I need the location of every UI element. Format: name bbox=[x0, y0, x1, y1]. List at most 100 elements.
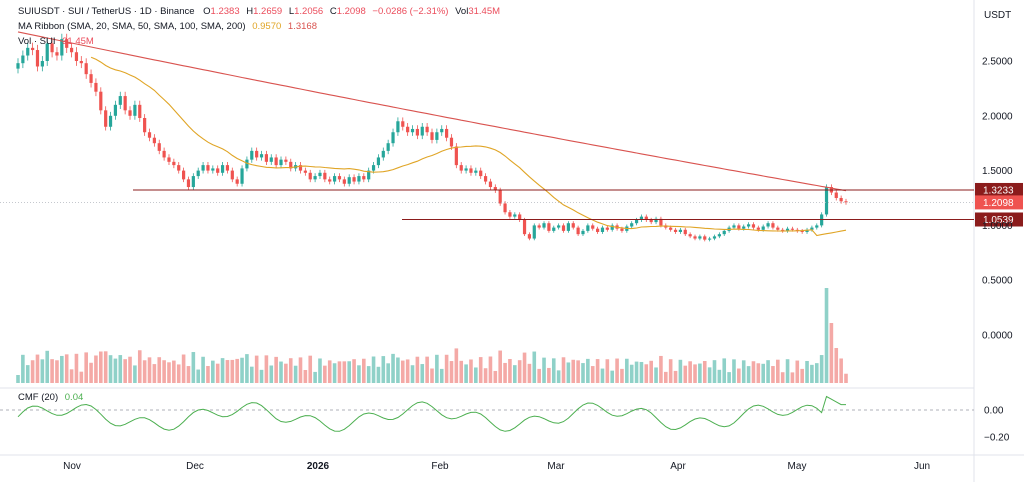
volume-bar bbox=[79, 371, 84, 383]
volume-bar bbox=[254, 355, 259, 383]
volume-bar bbox=[659, 355, 663, 383]
volume-bar bbox=[60, 355, 64, 383]
candle-body bbox=[269, 157, 273, 162]
volume-bar bbox=[790, 372, 795, 383]
volume-bar bbox=[259, 369, 264, 383]
current-price-tag bbox=[975, 195, 1023, 210]
candle-body bbox=[805, 229, 809, 232]
candle-body bbox=[35, 50, 40, 67]
candle-body bbox=[493, 187, 497, 191]
volume-bar bbox=[732, 359, 736, 383]
volume-bar bbox=[220, 358, 225, 383]
price-axis[interactable]: 2.5000 2.0000 1.5000 1.0000 0.5000 0.0000 bbox=[982, 57, 1013, 342]
candle-body bbox=[586, 225, 590, 231]
candle-body bbox=[264, 154, 268, 162]
candle-body bbox=[751, 224, 756, 228]
volume-bar bbox=[381, 356, 386, 383]
volume-bar bbox=[352, 359, 356, 383]
volume-bar bbox=[69, 369, 74, 383]
volume-bar bbox=[610, 370, 615, 383]
volume-bar bbox=[551, 358, 556, 383]
candle-body bbox=[396, 121, 400, 133]
candle-body bbox=[342, 179, 346, 184]
volume-bar bbox=[181, 354, 186, 383]
volume-bar bbox=[668, 359, 673, 383]
candle-body bbox=[824, 187, 829, 215]
volume-bar bbox=[133, 365, 137, 383]
volume-bar bbox=[542, 357, 546, 383]
volume-bar bbox=[240, 357, 244, 383]
price-tick-label: 2.5000 bbox=[982, 57, 1013, 68]
volume-bar bbox=[678, 359, 683, 383]
candle-body bbox=[50, 43, 54, 53]
volume-bar bbox=[537, 368, 541, 383]
volume-bar bbox=[766, 360, 770, 383]
volume-bar bbox=[771, 366, 775, 383]
volume-bar bbox=[430, 368, 434, 383]
candle-body bbox=[255, 150, 259, 158]
volume-bar bbox=[751, 361, 756, 383]
candle-body bbox=[362, 176, 366, 180]
volume-bar bbox=[819, 355, 824, 383]
candle-body bbox=[673, 229, 678, 232]
volume-bar bbox=[293, 365, 298, 383]
candle-body bbox=[152, 137, 156, 144]
candle-body bbox=[785, 228, 790, 231]
volume-bar bbox=[16, 375, 20, 383]
volume-bar bbox=[654, 367, 658, 383]
candle-body bbox=[639, 216, 644, 220]
candle-body bbox=[571, 223, 575, 228]
volume-bar bbox=[839, 358, 843, 383]
volume-bar bbox=[147, 357, 152, 383]
volume-bar bbox=[566, 362, 571, 383]
volume-bar bbox=[235, 358, 239, 383]
time-tick-label: Jun bbox=[914, 461, 930, 472]
volume-bar bbox=[103, 351, 108, 383]
candle-body bbox=[406, 126, 410, 133]
volume-bar bbox=[35, 354, 40, 383]
time-tick-label: May bbox=[788, 461, 807, 472]
candle-body bbox=[172, 161, 176, 166]
candle-body bbox=[781, 229, 785, 231]
candle-body bbox=[128, 110, 132, 116]
volume-bar bbox=[172, 360, 176, 383]
volume-bar bbox=[810, 364, 814, 383]
volume-bar bbox=[639, 361, 644, 383]
volume-bar bbox=[196, 369, 201, 383]
cmf-tick-label: −0.20 bbox=[984, 433, 1010, 444]
candle-body bbox=[167, 157, 171, 162]
candle-body bbox=[498, 190, 502, 204]
volume-bar bbox=[576, 360, 580, 383]
volume-bar bbox=[605, 359, 610, 383]
candle-body bbox=[766, 223, 770, 227]
volume-bar bbox=[673, 370, 678, 383]
candle-body bbox=[557, 225, 561, 228]
resistance-price-tag bbox=[975, 182, 1023, 197]
volume-bar bbox=[386, 363, 390, 383]
candle-body bbox=[435, 132, 439, 140]
candle-body bbox=[644, 216, 648, 220]
candle-body bbox=[89, 74, 93, 83]
candle-body bbox=[410, 128, 415, 133]
volume-bar bbox=[503, 362, 507, 383]
candle-body bbox=[65, 39, 69, 48]
volume-bar bbox=[347, 361, 351, 383]
volume-bar bbox=[829, 323, 834, 383]
candle-body bbox=[415, 128, 419, 136]
volume-bar bbox=[420, 364, 425, 383]
candle-body bbox=[371, 165, 376, 171]
volume-bar bbox=[527, 363, 532, 383]
volume-bar bbox=[45, 350, 50, 383]
volume-bar bbox=[834, 348, 839, 383]
volume-bar bbox=[625, 358, 629, 383]
volume-bar bbox=[99, 351, 103, 383]
volume-bar bbox=[123, 359, 127, 383]
volume-bar bbox=[245, 354, 249, 383]
candlestick-series bbox=[16, 33, 848, 242]
candle-body bbox=[284, 159, 288, 162]
volume-bar bbox=[391, 353, 395, 383]
candle-body bbox=[552, 227, 556, 231]
time-tick-label: Mar bbox=[547, 461, 565, 472]
time-axis[interactable]: Nov Dec 2026 Feb Mar Apr May Jun bbox=[63, 461, 930, 472]
